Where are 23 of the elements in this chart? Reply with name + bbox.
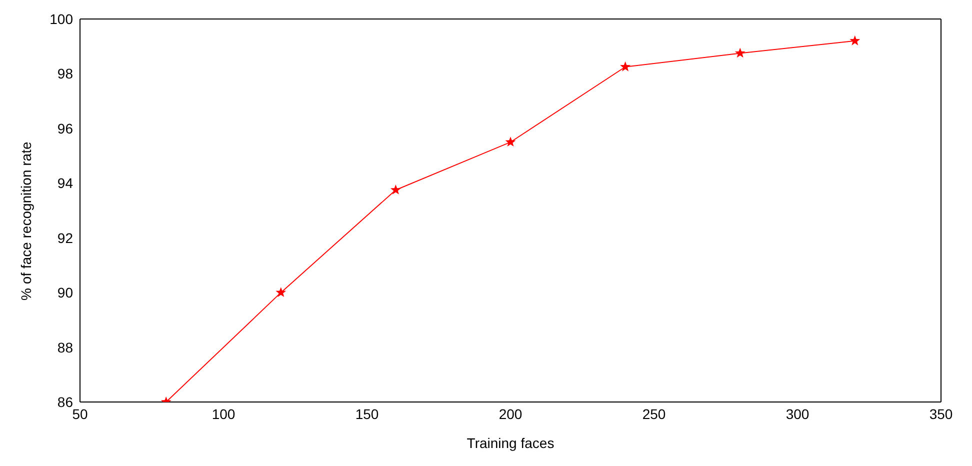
y-tick-label: 100: [50, 10, 74, 27]
point: [850, 35, 860, 46]
y-tick-label: 90: [57, 284, 74, 301]
point: [505, 136, 516, 147]
point: [620, 61, 631, 72]
x-tick-label: 100: [212, 406, 236, 422]
y-tick-label: 88: [57, 339, 74, 356]
y-axis-title: % of face recognition rate: [18, 142, 34, 300]
x-tick-label: 250: [642, 406, 666, 422]
point: [276, 287, 286, 298]
y-tick-label: 94: [57, 175, 74, 192]
x-tick-label: 200: [498, 406, 522, 422]
y-tick-label: 92: [57, 230, 74, 246]
x-axis-title: Training faces: [466, 435, 554, 451]
y-tick-label: 86: [57, 394, 74, 410]
y-tick-label: 96: [57, 120, 74, 136]
x-tick-label: 50: [72, 406, 88, 422]
point: [390, 184, 401, 194]
x-tick-label: 300: [786, 406, 810, 422]
y-tick-label: 98: [57, 66, 74, 82]
x-tick-label: 350: [929, 406, 953, 422]
x-tick-label: 150: [355, 406, 379, 422]
point: [734, 48, 746, 58]
